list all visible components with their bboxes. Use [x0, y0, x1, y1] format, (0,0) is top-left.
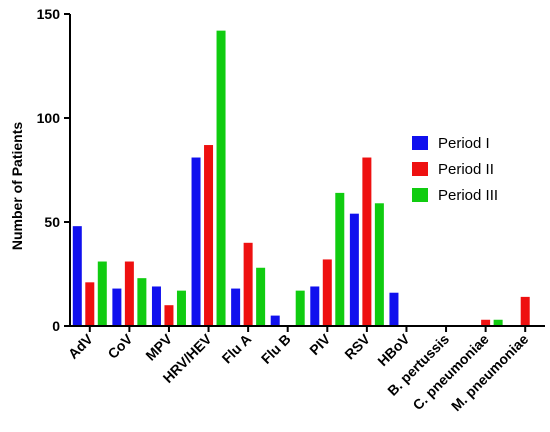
bar-period-iii-cov	[137, 278, 147, 326]
bar-period-i-hrv-hev	[191, 157, 201, 326]
y-tick-label: 100	[37, 110, 61, 126]
y-axis-ticks: 0 50 100 150	[37, 6, 70, 334]
x-tick-label-mpv: MPV	[142, 330, 175, 363]
bar-period-i-rsv	[349, 213, 359, 326]
bar-period-iii-c-pneumoniae	[493, 319, 503, 326]
bar-period-ii-hrv-hev	[204, 145, 214, 326]
bar-period-iii-piv	[335, 192, 345, 326]
legend-swatch-period-i	[412, 136, 428, 150]
x-tick-label-flu-a: Flu A	[219, 331, 255, 367]
bars-group	[72, 30, 530, 326]
x-tick-label-piv: PIV	[306, 330, 334, 358]
bar-period-iii-adv	[97, 261, 107, 326]
legend-label-period-i: Period I	[438, 135, 490, 152]
bar-period-i-mpv	[151, 286, 161, 326]
bar-period-ii-cov	[124, 261, 134, 326]
legend: Period I Period II Period III	[412, 135, 498, 204]
bar-period-ii-c-pneumoniae	[481, 319, 491, 326]
bar-period-ii-m-pneumoniae	[520, 296, 530, 326]
bar-period-i-flu-a	[231, 288, 241, 326]
bar-period-ii-adv	[85, 282, 95, 326]
bar-period-ii-flu-a	[243, 242, 253, 326]
bar-period-iii-hrv-hev	[216, 30, 226, 326]
legend-swatch-period-ii	[412, 162, 428, 176]
bar-period-ii-piv	[322, 259, 332, 326]
bar-period-i-piv	[310, 286, 320, 326]
legend-label-period-ii: Period II	[438, 161, 494, 178]
bar-period-iii-flu-b	[295, 290, 305, 326]
y-axis-title: Number of Patients	[9, 122, 25, 251]
bar-period-i-cov	[112, 288, 122, 326]
y-tick-label: 150	[37, 6, 61, 22]
y-tick-label: 50	[44, 214, 60, 230]
x-tick-label-cov: CoV	[104, 330, 136, 362]
x-tick-label-adv: AdV	[65, 330, 97, 362]
bar-period-i-adv	[72, 226, 82, 326]
x-tick-label-flu-b: Flu B	[258, 331, 294, 367]
bar-period-i-flu-b	[270, 315, 280, 326]
legend-label-period-iii: Period III	[438, 187, 498, 204]
bar-period-ii-mpv	[164, 305, 174, 326]
bar-period-iii-rsv	[374, 203, 384, 326]
bar-period-i-hbov	[389, 292, 399, 326]
y-tick-label: 0	[52, 318, 60, 334]
bar-period-iii-flu-a	[256, 267, 266, 326]
legend-swatch-period-iii	[412, 188, 428, 202]
x-tick-label-rsv: RSV	[341, 330, 373, 362]
bar-period-ii-rsv	[362, 157, 372, 326]
bar-period-iii-mpv	[176, 290, 186, 326]
